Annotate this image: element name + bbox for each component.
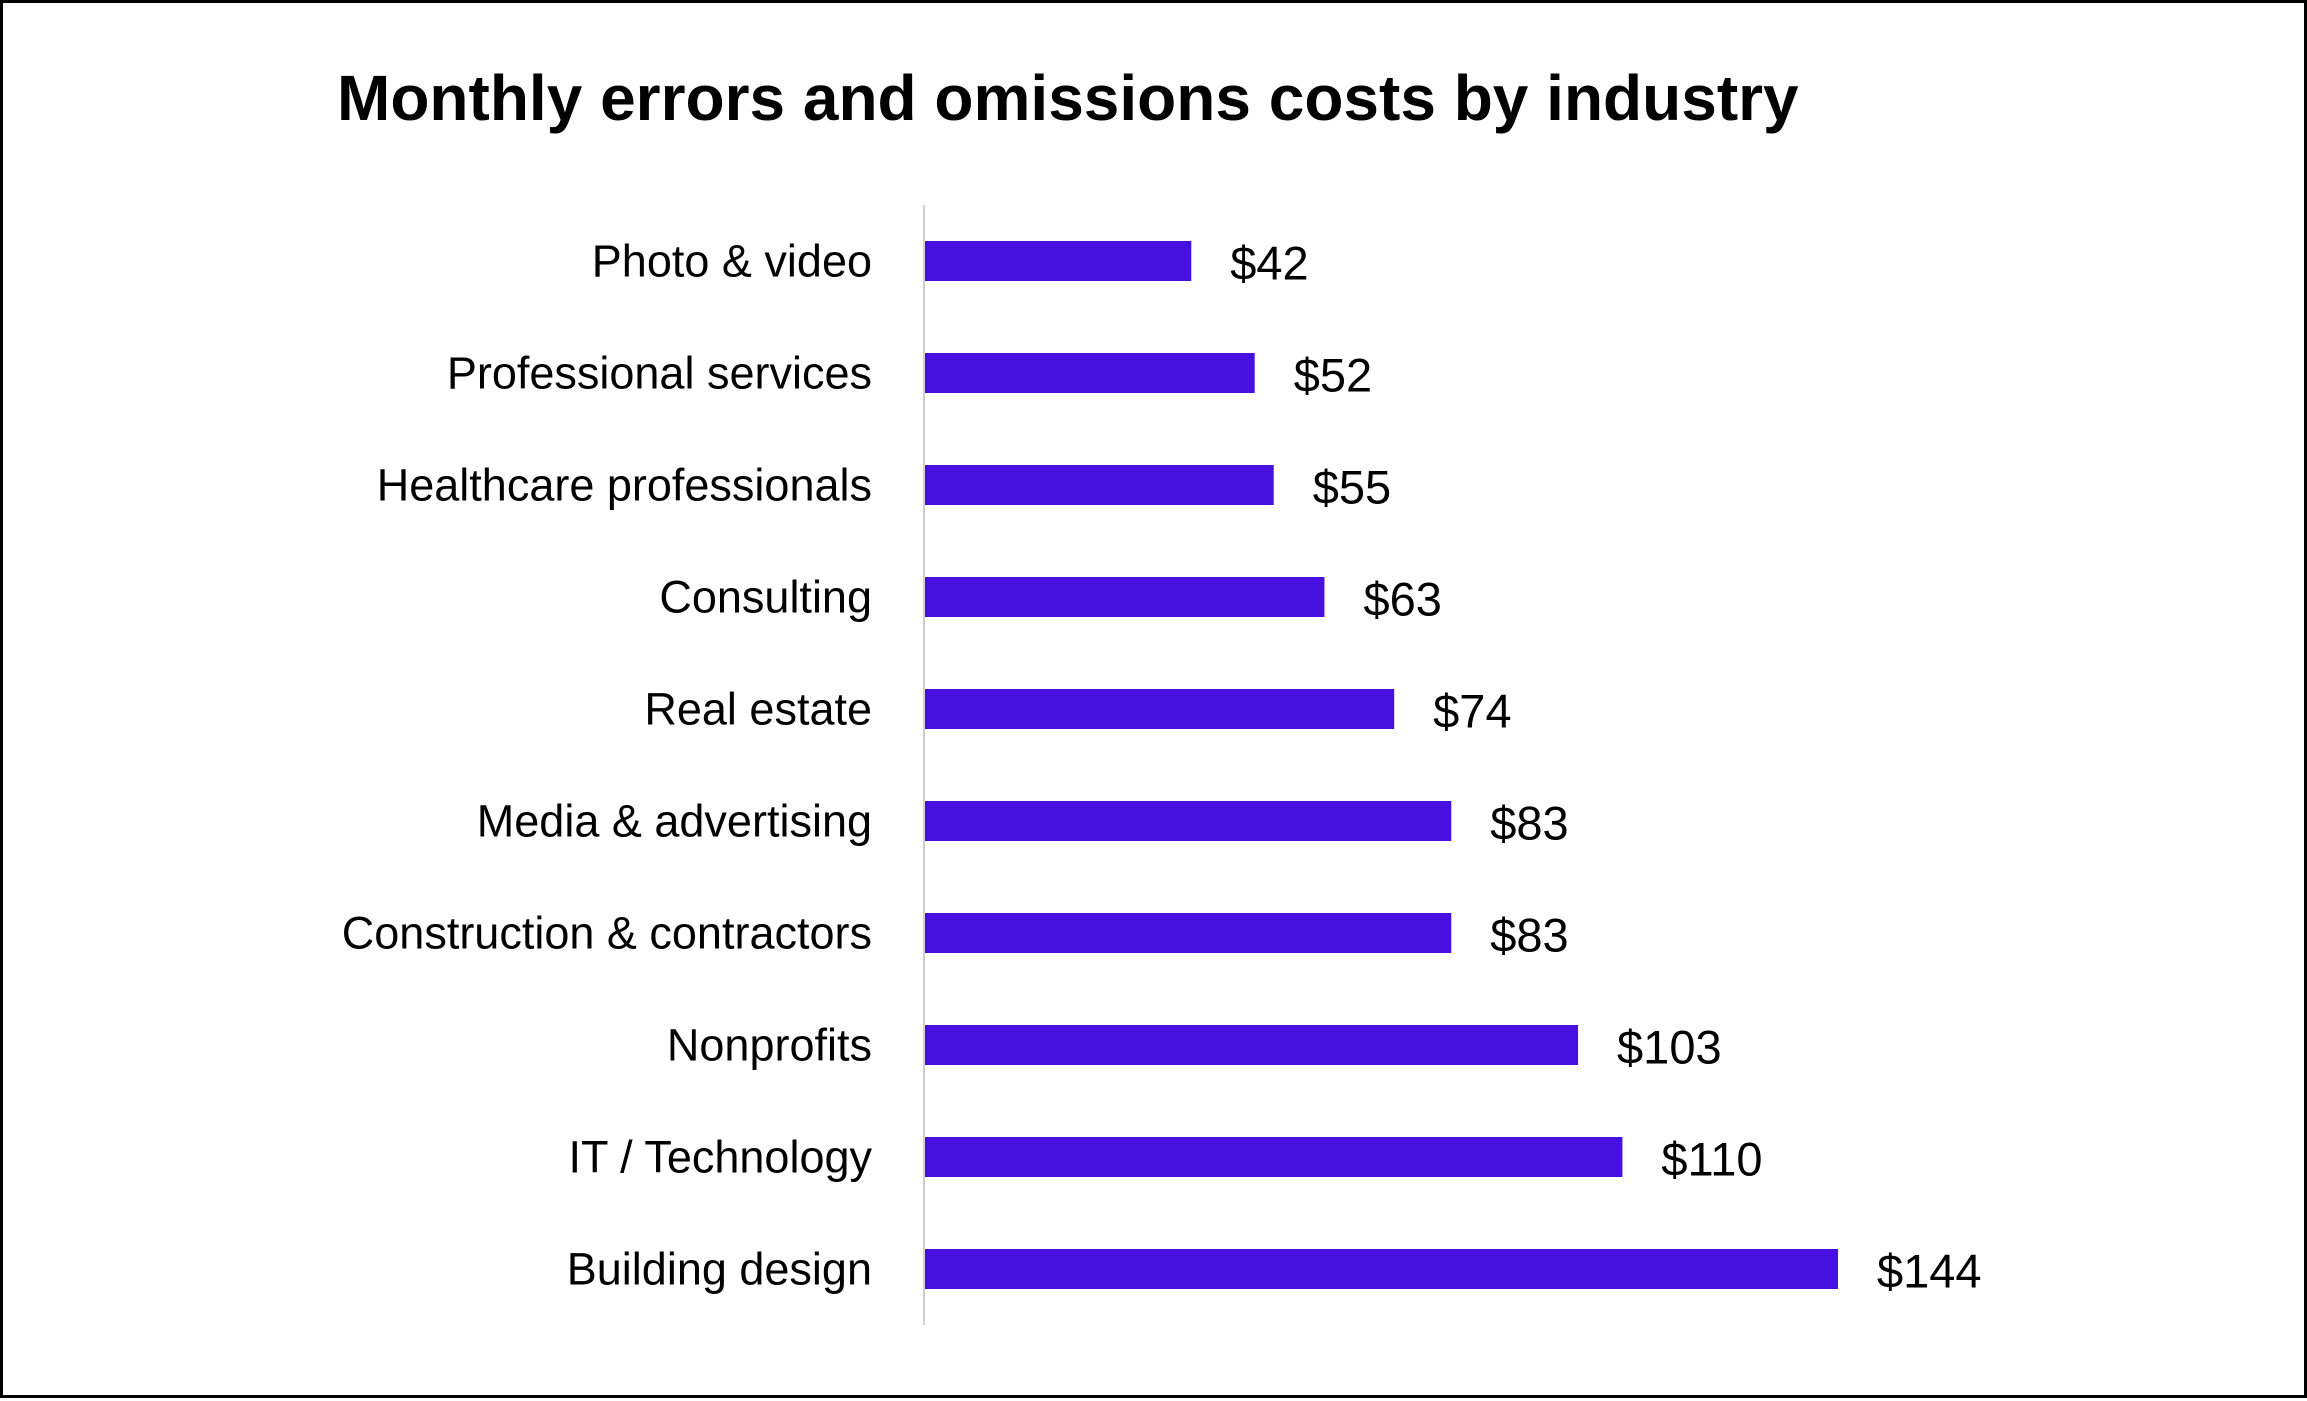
value-label-2: $55 [1313, 461, 1391, 514]
value-label-3: $63 [1363, 573, 1441, 626]
category-label-2: Healthcare professionals [377, 460, 872, 511]
bar-3 [925, 577, 1325, 617]
bar-8 [925, 1137, 1623, 1177]
category-label-5: Media & advertising [477, 796, 872, 847]
category-label-1: Professional services [447, 348, 872, 399]
chart-title: Monthly errors and omissions costs by in… [337, 62, 1799, 134]
category-label-6: Construction & contractors [342, 908, 872, 959]
bar-2 [925, 465, 1274, 505]
value-label-6: $83 [1490, 909, 1568, 962]
bar-4 [925, 689, 1395, 729]
value-label-7: $103 [1617, 1021, 1722, 1074]
value-label-4: $74 [1433, 685, 1511, 738]
value-label-0: $42 [1230, 237, 1308, 290]
bar-0 [925, 241, 1192, 281]
value-label-5: $83 [1490, 797, 1568, 850]
bar-1 [925, 353, 1255, 393]
category-label-3: Consulting [659, 572, 872, 623]
category-label-4: Real estate [644, 684, 872, 735]
bar-5 [925, 801, 1452, 841]
bar-7 [925, 1025, 1579, 1065]
category-label-8: IT / Technology [568, 1132, 872, 1183]
category-label-7: Nonprofits [667, 1020, 872, 1071]
bar-9 [925, 1249, 1838, 1289]
bar-6 [925, 913, 1452, 953]
bar-chart: Photo & video $42 Professional services $52… [342, 205, 1982, 1325]
category-label-0: Photo & video [592, 236, 872, 287]
bars-group: Photo & video $42 Professional services $52… [342, 236, 1982, 1298]
value-label-8: $110 [1661, 1133, 1762, 1186]
value-label-1: $52 [1294, 349, 1372, 402]
value-label-9: $144 [1877, 1245, 1982, 1298]
category-label-9: Building design [567, 1244, 872, 1295]
